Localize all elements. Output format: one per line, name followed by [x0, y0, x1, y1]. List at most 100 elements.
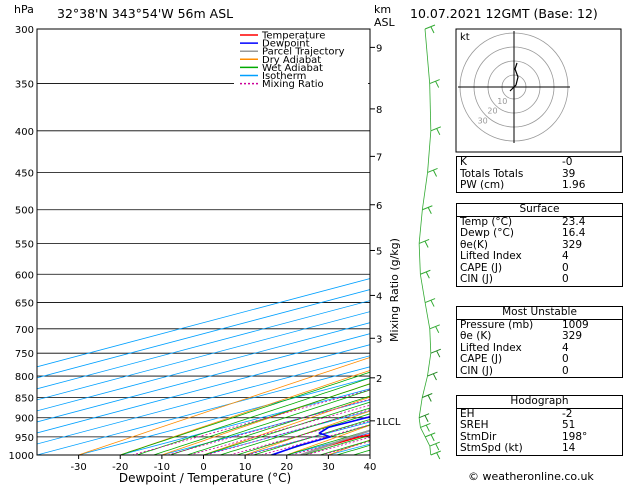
wind-barb-icon	[430, 348, 442, 358]
km-tick-label: 4	[376, 291, 382, 302]
km-tick-label: 2	[376, 374, 382, 385]
wind-barb-icon	[418, 413, 430, 422]
table-row: StmSpd (kt) 14	[460, 442, 576, 454]
wind-profile-segment	[421, 375, 428, 398]
hodograph-table: Hodograph EH -2 SREH 51 StmDir 198° StmSpd …	[456, 395, 623, 456]
wind-barb-icon	[429, 441, 441, 451]
wind-barb-icon	[422, 393, 433, 402]
wind-profile-segment	[419, 274, 426, 303]
wind-barb-icon	[425, 432, 436, 442]
km-tick-label: 1LCL	[376, 417, 401, 428]
wind-profile-segment	[418, 243, 421, 275]
table-row: PW (cm) 1.96	[460, 179, 586, 191]
pressure-tick-label: 400	[15, 127, 34, 138]
table-row: CIN (J) 0	[460, 273, 569, 285]
wind-barb-icon	[429, 79, 440, 88]
wind-profile-segment	[421, 172, 428, 210]
table-row: K -0	[460, 156, 573, 168]
wind-profile-segment	[429, 445, 432, 456]
wind-barb-icon	[427, 168, 438, 177]
km-tick-label: 7	[376, 152, 382, 163]
table-row: CIN (J) 0	[460, 364, 569, 377]
wind-profile-segment	[424, 302, 431, 329]
isotherm-line	[37, 333, 370, 423]
legend-entry: Mixing Ratio	[262, 79, 324, 90]
pressure-tick-label: 300	[15, 25, 34, 36]
km-tick-label: 6	[376, 201, 382, 212]
table-row: θe(K) 329	[460, 238, 583, 251]
dry-adiabat-line	[203, 396, 370, 455]
wind-profile-segment	[418, 397, 423, 418]
mixing-ratio-axis-label: Mixing Ratio (g/kg)	[388, 238, 401, 342]
wind-barb-icon	[430, 450, 441, 460]
wet-adiabat-line	[136, 377, 370, 455]
table-row: Pressure (mb) 1009	[460, 318, 589, 331]
surface-table: Surface Temp (°C) 23.4 Dewp (°C) 16.4 θe(K…	[456, 203, 623, 287]
legend-entry: Dry Adiabat	[262, 55, 321, 66]
pressure-tick-label: 550	[15, 239, 34, 250]
table-row: Temp (°C) 23.4	[460, 215, 586, 228]
wind-barb-icon	[418, 239, 430, 248]
x-tick-label: -20	[112, 462, 128, 473]
legend-entry: Temperature	[261, 31, 325, 42]
table-title: Surface	[457, 203, 622, 217]
pressure-tick-label: 850	[15, 393, 34, 404]
isotherm-line	[37, 366, 370, 455]
isotherm-line	[78, 377, 370, 455]
hodograph-unit: kt	[460, 32, 470, 43]
x-tick-label: 20	[280, 462, 293, 473]
wind-profile-segment	[420, 427, 426, 438]
legend-entry: Dewpoint	[262, 39, 310, 50]
table-row: Lifted Index 4	[460, 341, 569, 354]
wind-barb-icon	[430, 126, 442, 136]
isotherm-line	[37, 322, 370, 412]
table-row: CAPE (J) 0	[460, 353, 569, 365]
pressure-tick-label: 1000	[9, 451, 34, 462]
dry-adiabat-line	[78, 357, 370, 455]
wind-profile-segment	[418, 417, 421, 428]
wind-profile-segment	[427, 130, 432, 173]
wet-adiabat-line	[219, 407, 370, 455]
x-tick-label: 30	[322, 462, 335, 473]
wind-profile-segment	[418, 209, 423, 244]
table-row: θe (K) 329	[460, 330, 583, 342]
isotherm-line	[37, 311, 370, 401]
x-tick-label: -30	[70, 462, 86, 473]
table-title: Hodograph	[457, 395, 622, 409]
isotherm-line	[37, 344, 370, 434]
hodograph-ring-label: 10	[497, 97, 507, 106]
km-tick-label: 3	[376, 334, 382, 345]
hodograph-trace	[509, 62, 519, 92]
pressure-tick-label: 350	[15, 80, 34, 91]
location-title: 32°38'N 343°54'W 56m ASL	[57, 6, 234, 21]
height-axis: 9 8 7 6 5 4 3 2 1LCL	[370, 43, 401, 428]
credit-footer: © weatheronline.co.uk	[468, 470, 594, 483]
table-row: CAPE (J) 0	[460, 261, 569, 274]
x-tick-label: -10	[154, 462, 170, 473]
x-axis-label: Dewpoint / Temperature (°C)	[119, 471, 291, 485]
wind-barb-icon	[420, 269, 431, 279]
km-tick-label: 5	[376, 246, 382, 257]
wind-barb-icon	[429, 324, 440, 334]
pressure-tick-label: 750	[15, 349, 34, 360]
pressure-tick-label: 800	[15, 372, 34, 383]
table-row: Totals Totals 39	[460, 167, 576, 180]
mixing-ratio-line	[132, 389, 370, 455]
table-row: Lifted Index 4	[460, 250, 569, 262]
pressure-tick-label: 900	[15, 414, 34, 425]
background-lines	[37, 29, 370, 455]
pressure-tick-label: 950	[15, 433, 34, 444]
hodograph-ring-label: 20	[487, 107, 497, 116]
pressure-tick-label: 650	[15, 299, 34, 310]
pressure-tick-label: 700	[15, 325, 34, 336]
table-row: SREH 51	[460, 419, 576, 431]
hpa-unit-label: hPa	[14, 3, 34, 16]
legend-entry: Parcel Trajectory	[262, 47, 345, 58]
km-tick-label: 8	[376, 105, 382, 116]
hodograph-frame	[455, 28, 622, 153]
datetime-title: 10.07.2021 12GMT (Base: 12)	[410, 6, 598, 21]
table-row: StmDir 198°	[460, 430, 588, 443]
wind-profile-segment	[429, 328, 432, 354]
x-tick-label: 40	[364, 462, 377, 473]
